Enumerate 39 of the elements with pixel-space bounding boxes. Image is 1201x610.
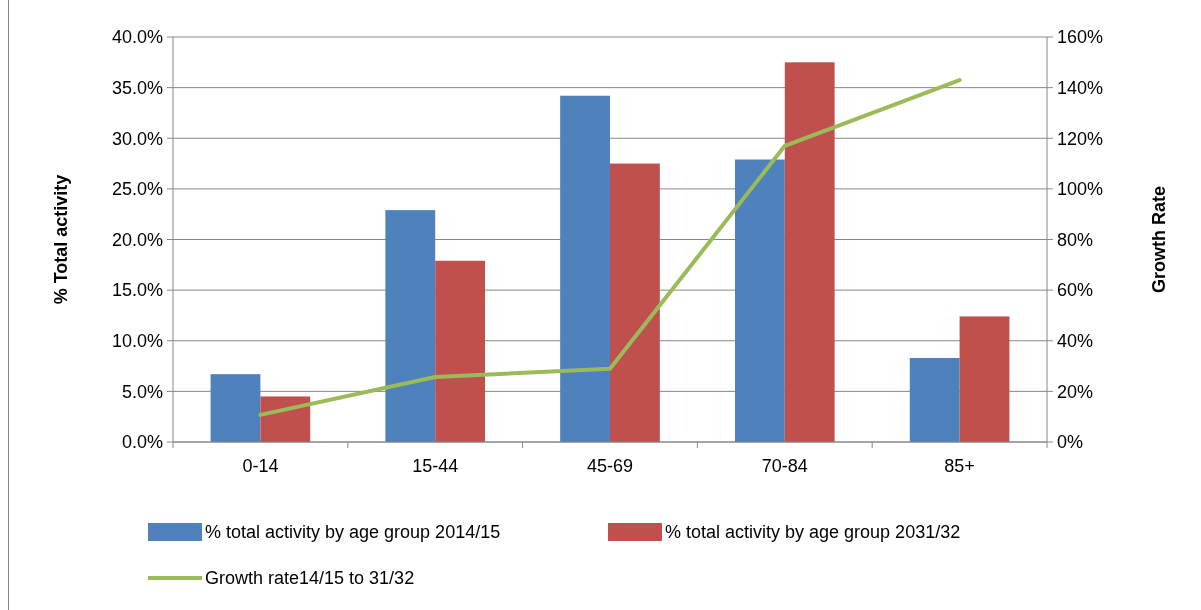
x-tick-label: 85+ [944, 456, 975, 476]
x-tick-label: 45-69 [586, 456, 634, 476]
y2-tick-label: 100% [1057, 179, 1104, 200]
bar [435, 260, 486, 442]
y-tick-label: 30.0% [111, 128, 163, 149]
y-tick-label: 25.0% [111, 179, 163, 200]
x-tick-label: 70-84 [761, 456, 808, 476]
y2-axis-title: Growth Rate [1149, 185, 1169, 294]
y-tick-label: 15.0% [111, 280, 163, 301]
bar [610, 163, 660, 442]
legend-label: % total activity by age group 2014/15 [205, 522, 501, 543]
y2-tick-label: 60% [1057, 280, 1094, 301]
y-tick-label: 5.0% [121, 381, 163, 402]
y2-tick-label: 120% [1057, 128, 1104, 149]
y2-tick-label: 160% [1057, 27, 1104, 48]
bar [909, 357, 960, 442]
y2-tick-label: 140% [1057, 77, 1104, 98]
bar [959, 316, 1010, 442]
bar [385, 210, 436, 442]
y-tick-label: 35.0% [111, 77, 163, 98]
y-tick-label: 0.0% [121, 432, 163, 453]
y2-tick-label: 80% [1057, 229, 1094, 250]
y2-tick-label: 20% [1057, 381, 1094, 402]
legend-label: % total activity by age group 2031/32 [665, 522, 961, 543]
bar [210, 374, 261, 442]
x-tick-label: 0-14 [242, 456, 279, 476]
y-tick-label: 20.0% [111, 229, 163, 250]
y2-tick-label: 0% [1057, 432, 1084, 453]
y-axis-title: % Total activity [51, 174, 71, 305]
legend-label: Growth rate14/15 to 31/32 [205, 568, 415, 589]
y2-tick-label: 40% [1057, 331, 1094, 352]
bar [734, 159, 785, 442]
bar [560, 95, 610, 442]
bar [784, 62, 835, 442]
line-series [258, 78, 962, 417]
y-tick-label: 10.0% [111, 331, 163, 352]
y-tick-label: 40.0% [111, 27, 163, 48]
x-tick-label: 15-44 [412, 456, 459, 476]
bar [260, 396, 311, 442]
